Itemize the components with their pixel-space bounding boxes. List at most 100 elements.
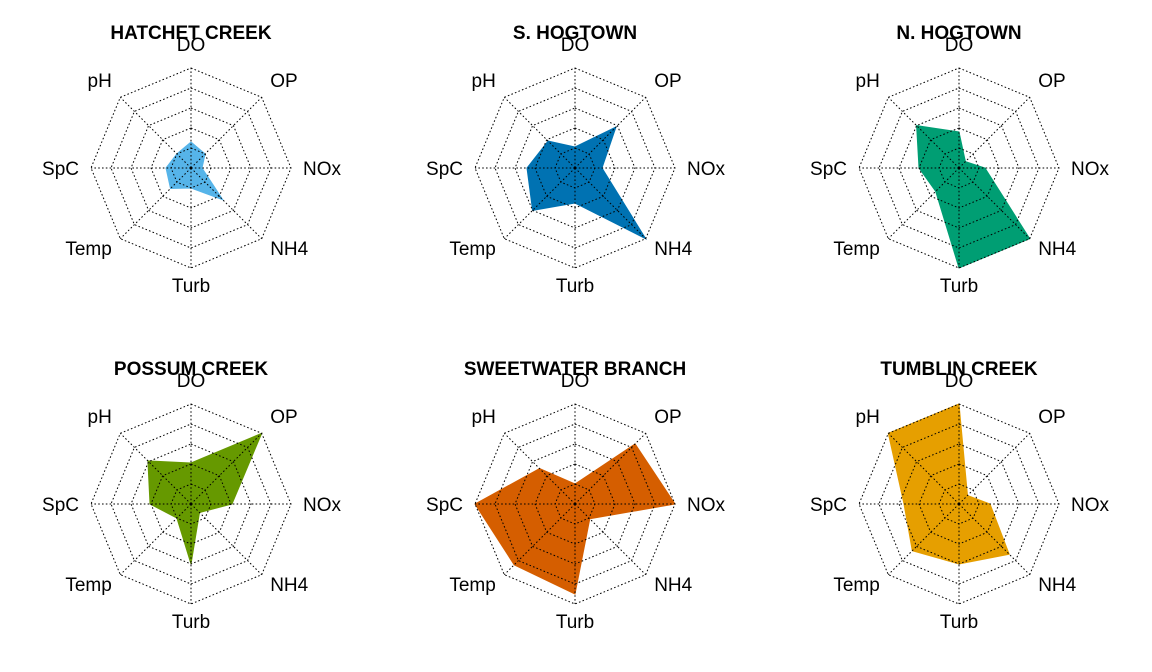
axis-label-temp: Temp (65, 239, 111, 260)
grid-ring-3 (514, 107, 636, 229)
grid-ring-3 (898, 107, 1020, 229)
grid-spoke-nh4 (574, 503, 647, 576)
radar-panel-n-hogtown: DO OP NOx NH4 Turb Temp SpC pH N. HOGTOWN (810, 23, 1109, 297)
grid-ring-5 (90, 67, 292, 269)
axis-label-ph: pH (472, 407, 496, 428)
axis-label-do: DO (561, 35, 590, 56)
axis-label-temp: Temp (833, 239, 879, 260)
axis-label-spc: SpC (42, 159, 79, 180)
grid-ring-3 (130, 107, 252, 229)
axis-label-nh4: NH4 (654, 575, 692, 596)
grid-ring-5 (474, 67, 676, 269)
axis-label-temp: Temp (449, 575, 495, 596)
panel-title: TUMBLIN CREEK (880, 359, 1038, 380)
grid-spoke-op (190, 432, 263, 505)
axis-label-op: OP (1038, 71, 1065, 92)
axis-label-ph: pH (88, 407, 112, 428)
grid-ring-5 (474, 403, 676, 605)
grid-ring-3 (514, 443, 636, 565)
grid-ring-2 (534, 127, 616, 209)
grid-spoke-temp (887, 503, 960, 576)
axis-label-nox: NOx (1071, 495, 1110, 516)
radar-panel-hatchet-creek: DO OP NOx NH4 Turb Temp SpC pH HATCHET CREEK (42, 23, 341, 297)
grid-ring-3 (898, 443, 1020, 565)
axis-label-turb: Turb (940, 612, 978, 633)
axis-label-do: DO (177, 35, 206, 56)
panel-title: POSSUM CREEK (114, 359, 268, 380)
panel-title: N. HOGTOWN (896, 23, 1021, 44)
grid-ring-2 (534, 463, 616, 545)
axis-label-spc: SpC (426, 495, 463, 516)
axis-label-op: OP (654, 407, 681, 428)
axis-label-nox: NOx (1071, 159, 1110, 180)
axis-label-nh4: NH4 (1038, 239, 1076, 260)
axis-label-do: DO (177, 371, 206, 392)
radar-panel-tumblin-creek: DO OP NOx NH4 Turb Temp SpC pH TUMBLIN CREEK (810, 359, 1109, 633)
axis-label-ph: pH (856, 71, 880, 92)
axis-label-op: OP (654, 71, 681, 92)
axis-label-nh4: NH4 (270, 239, 308, 260)
grid-spoke-ph (503, 432, 576, 505)
axis-label-turb: Turb (940, 276, 978, 297)
axis-label-turb: Turb (172, 276, 210, 297)
axis-label-do: DO (945, 35, 974, 56)
axis-label-do: DO (945, 371, 974, 392)
panel-title: S. HOGTOWN (513, 23, 637, 44)
axis-label-nh4: NH4 (270, 575, 308, 596)
grid-spoke-nh4 (190, 167, 263, 240)
grid-spoke-temp (503, 503, 576, 576)
axis-label-spc: SpC (810, 159, 847, 180)
grid-spoke-op (958, 432, 1031, 505)
axis-label-temp: Temp (449, 239, 495, 260)
axis-label-temp: Temp (65, 575, 111, 596)
grid-ring-5 (858, 403, 1060, 605)
axis-label-nox: NOx (303, 159, 342, 180)
data-polygon-sweetwater-branch (474, 443, 676, 595)
grid-spoke-ph (503, 96, 576, 169)
radar-panel-possum-creek: DO OP NOx NH4 Turb Temp SpC pH POSSUM CREEK (42, 359, 341, 633)
axis-label-op: OP (270, 71, 297, 92)
axis-label-nh4: NH4 (654, 239, 692, 260)
axis-label-spc: SpC (42, 495, 79, 516)
axis-label-turb: Turb (556, 612, 594, 633)
axis-label-ph: pH (472, 71, 496, 92)
grid-ring-2 (918, 127, 1000, 209)
axis-label-do: DO (561, 371, 590, 392)
radar-panel-sweetwater-branch: DO OP NOx NH4 Turb Temp SpC pH SWEETWATER BRANCH (426, 359, 725, 633)
grid-ring-3 (130, 443, 252, 565)
grid-spoke-nh4 (574, 167, 647, 240)
grid-spoke-ph (119, 432, 192, 505)
grid-spoke-nh4 (958, 503, 1031, 576)
axis-label-nh4: NH4 (1038, 575, 1076, 596)
data-polygon-possum-creek (147, 432, 263, 565)
radar-panel-s-hogtown: DO OP NOx NH4 Turb Temp SpC pH S. HOGTOWN (426, 23, 725, 297)
grid-spoke-nh4 (958, 167, 1031, 240)
grid-ring-2 (918, 463, 1000, 545)
grid-spoke-op (190, 96, 263, 169)
grid-spoke-ph (119, 96, 192, 169)
axis-label-spc: SpC (810, 495, 847, 516)
grid-spoke-op (574, 96, 647, 169)
panel-title: SWEETWATER BRANCH (464, 359, 686, 380)
grid-spoke-ph (887, 96, 960, 169)
axis-label-temp: Temp (833, 575, 879, 596)
grid-spoke-ph (887, 432, 960, 505)
grid-spoke-temp (119, 503, 192, 576)
axis-label-nox: NOx (687, 495, 726, 516)
axis-label-nox: NOx (687, 159, 726, 180)
grid-spoke-op (574, 432, 647, 505)
grid-ring-5 (90, 403, 292, 605)
grid-ring-2 (150, 463, 232, 545)
grid-ring-5 (858, 67, 1060, 269)
axis-label-turb: Turb (172, 612, 210, 633)
grid-spoke-temp (887, 167, 960, 240)
grid-spoke-op (958, 96, 1031, 169)
axis-label-ph: pH (856, 407, 880, 428)
grid-ring-2 (150, 127, 232, 209)
data-polygon-n-hogtown (916, 125, 1031, 269)
grid-spoke-nh4 (190, 503, 263, 576)
axis-label-op: OP (270, 407, 297, 428)
grid-spoke-temp (503, 167, 576, 240)
grid-spoke-temp (119, 167, 192, 240)
